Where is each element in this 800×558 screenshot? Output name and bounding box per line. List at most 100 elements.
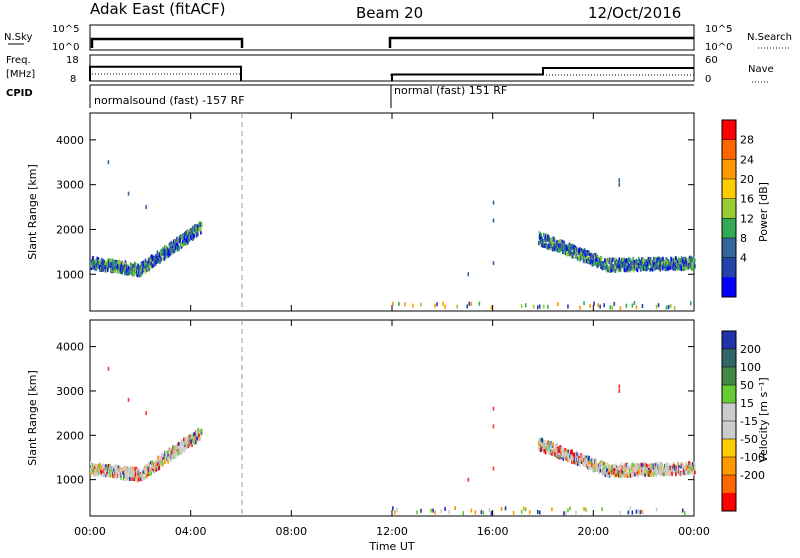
velocity-y-label: Slant Range [km] bbox=[26, 370, 39, 466]
data-point bbox=[474, 510, 477, 515]
data-point bbox=[626, 466, 629, 471]
data-point bbox=[552, 442, 555, 447]
data-point bbox=[145, 467, 147, 472]
data-point bbox=[667, 304, 670, 309]
isolated-point bbox=[467, 477, 470, 482]
data-point bbox=[137, 265, 140, 270]
data-point bbox=[125, 472, 128, 477]
data-point bbox=[118, 471, 120, 476]
data-point bbox=[607, 257, 610, 262]
data-point bbox=[113, 269, 116, 274]
data-point bbox=[580, 252, 582, 257]
data-point bbox=[90, 263, 93, 268]
nsearch-label: N.Search bbox=[747, 32, 792, 43]
data-point bbox=[420, 508, 422, 513]
data-point bbox=[567, 304, 569, 309]
data-point bbox=[668, 463, 671, 468]
data-point bbox=[524, 303, 527, 308]
data-point bbox=[606, 462, 609, 467]
data-point bbox=[616, 266, 619, 271]
data-point bbox=[550, 239, 553, 244]
data-point bbox=[520, 304, 523, 309]
data-point bbox=[565, 248, 567, 253]
data-point bbox=[599, 261, 602, 266]
data-point bbox=[129, 270, 131, 275]
data-point bbox=[609, 262, 612, 267]
velocity-frame bbox=[89, 319, 695, 517]
data-point bbox=[621, 257, 623, 262]
data-point bbox=[116, 261, 119, 266]
data-point bbox=[573, 452, 576, 457]
data-point bbox=[563, 241, 566, 246]
data-point bbox=[541, 439, 544, 444]
data-point bbox=[585, 253, 587, 258]
time-x-axis: 00:00 04:00 08:00 12:00 16:00 20:00 00:00 bbox=[74, 113, 710, 538]
velocity-points bbox=[90, 366, 696, 516]
data-point bbox=[680, 256, 683, 261]
data-point bbox=[129, 476, 131, 481]
data-point bbox=[582, 462, 585, 467]
data-point bbox=[680, 267, 683, 272]
data-point bbox=[553, 247, 556, 252]
data-point bbox=[687, 265, 690, 270]
data-point bbox=[159, 455, 161, 460]
data-point bbox=[620, 264, 622, 269]
data-point bbox=[595, 459, 597, 464]
data-point bbox=[580, 247, 583, 252]
data-point bbox=[166, 455, 169, 460]
colorbar-cell bbox=[722, 457, 736, 476]
data-point bbox=[195, 429, 198, 434]
data-point bbox=[122, 476, 125, 481]
colorbar-cell bbox=[722, 238, 736, 259]
data-point bbox=[541, 443, 543, 448]
data-point bbox=[547, 304, 549, 309]
data-point bbox=[185, 238, 188, 243]
data-point bbox=[681, 470, 684, 475]
data-point bbox=[158, 465, 161, 470]
data-point bbox=[135, 477, 137, 482]
data-point bbox=[562, 447, 565, 452]
data-point bbox=[587, 460, 590, 465]
data-point bbox=[666, 266, 668, 271]
data-point bbox=[545, 441, 548, 446]
data-point bbox=[131, 476, 134, 481]
data-point bbox=[638, 256, 640, 261]
data-point bbox=[168, 248, 170, 253]
colorbar-tick-label: -100 bbox=[740, 451, 765, 464]
data-point bbox=[392, 506, 394, 511]
data-point bbox=[613, 301, 616, 306]
data-point bbox=[173, 454, 176, 459]
data-point bbox=[176, 236, 178, 241]
data-point bbox=[637, 473, 639, 478]
data-point bbox=[565, 454, 567, 459]
data-point bbox=[694, 263, 696, 268]
data-point bbox=[138, 273, 141, 278]
data-point bbox=[554, 244, 557, 249]
velocity-colorbar-label: Velocity [m s⁻¹] bbox=[757, 377, 770, 462]
data-point bbox=[163, 251, 166, 256]
x-tick-label: 08:00 bbox=[275, 525, 307, 538]
data-point bbox=[128, 472, 130, 477]
data-point bbox=[597, 467, 600, 472]
data-point bbox=[623, 264, 626, 269]
data-point bbox=[171, 454, 174, 459]
data-point bbox=[582, 454, 584, 459]
data-point bbox=[153, 469, 156, 474]
data-point bbox=[183, 437, 185, 442]
data-point bbox=[536, 509, 539, 514]
cpid-segment-1: normalsound (fast) -157 RF bbox=[94, 94, 245, 107]
data-point bbox=[154, 462, 156, 467]
data-point bbox=[630, 462, 633, 467]
data-point bbox=[156, 259, 158, 264]
data-point bbox=[553, 240, 556, 245]
colorbar-cell bbox=[722, 198, 736, 219]
data-point bbox=[660, 466, 663, 471]
data-point bbox=[589, 303, 591, 308]
data-point bbox=[690, 469, 692, 474]
data-point bbox=[436, 302, 438, 307]
data-point bbox=[144, 258, 147, 263]
data-point bbox=[170, 457, 173, 462]
data-point bbox=[113, 467, 115, 472]
data-point bbox=[619, 471, 621, 476]
data-point bbox=[547, 445, 550, 450]
